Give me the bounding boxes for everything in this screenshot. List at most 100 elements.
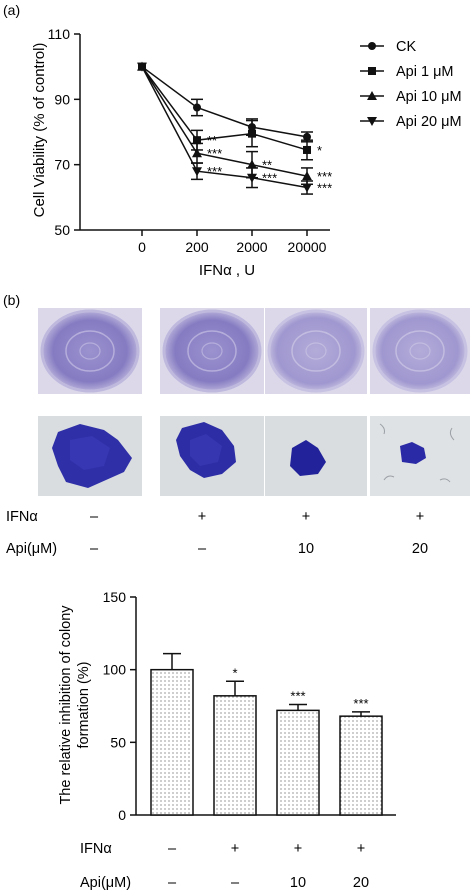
y-tick-label: 100 (103, 662, 127, 678)
y-tick-label: 110 (48, 26, 71, 42)
bar-chart-bars: **** *** (150, 652, 383, 816)
series-3 (137, 61, 313, 186)
data-point (193, 136, 201, 145)
bar (339, 715, 383, 816)
significance-mark: *** (353, 696, 368, 711)
bar (276, 709, 320, 816)
legend-marker (367, 91, 377, 100)
data-point (247, 159, 257, 169)
series-2 (138, 62, 313, 161)
data-point (302, 183, 312, 193)
line-chart-series (137, 61, 313, 195)
data-point (192, 167, 202, 177)
line-chart-y-axis-label: Cell Viability (% of control) (31, 43, 48, 218)
cell-ifn: – (90, 509, 99, 525)
dish-photo-2 (160, 308, 264, 394)
legend-marker (367, 117, 377, 126)
cell-api: – (90, 541, 99, 557)
cell-ifn: + (231, 841, 239, 857)
cell-api: – (231, 875, 240, 891)
row-label-api: Api(μM) (6, 541, 57, 557)
treatment-table-bottom: IFNα Api(μM) – – + – +10 +20 (80, 841, 369, 891)
row-label-ifn: IFNα (6, 509, 38, 525)
legend-label: Api 20 μM (396, 114, 462, 130)
y-tick-label: 50 (54, 222, 70, 238)
colony-micrograph-2 (160, 416, 264, 496)
significance-mark: *** (290, 689, 305, 704)
line-chart-axes: 50 70 90 110 0 200 2000 20000 (48, 26, 330, 255)
panel-a-label: (a) (3, 2, 20, 18)
cell-ifn: + (302, 509, 310, 525)
line-chart-annotations: ******** ************ (207, 133, 332, 195)
dish-photo-4 (370, 308, 470, 394)
series-line (141, 66, 308, 177)
y-tick-label: 90 (54, 91, 70, 107)
series-line (141, 66, 308, 189)
legend-marker (368, 67, 376, 75)
colony-micrograph-4 (370, 416, 470, 496)
significance-mark: *** (317, 169, 332, 184)
y-tick-label: 150 (103, 589, 127, 605)
legend-item: CK (360, 39, 416, 55)
x-tick-label: 2000 (236, 239, 267, 255)
data-point (302, 171, 312, 181)
data-point (192, 148, 202, 158)
legend-label: Api 10 μM (396, 89, 462, 105)
colony-micrograph-3 (265, 416, 367, 496)
dish-photo-3 (265, 308, 367, 394)
significance-mark: *** (207, 164, 222, 179)
data-point (193, 103, 201, 112)
cell-ifn: – (168, 841, 177, 857)
x-tick-label: 200 (185, 239, 209, 255)
y-tick-label: 0 (118, 807, 126, 823)
y-tick-label: 50 (110, 734, 126, 750)
row-label-ifn: IFNα (80, 841, 112, 857)
significance-mark: ** (262, 158, 272, 173)
x-tick-label: 0 (138, 239, 146, 255)
dish-photo-1 (38, 308, 142, 394)
row-label-api: Api(μM) (80, 875, 131, 891)
cell-ifn: + (416, 509, 424, 525)
significance-mark: * (232, 665, 237, 680)
significance-mark: ** (207, 133, 217, 148)
cell-ifn: + (198, 509, 206, 525)
significance-mark: *** (207, 146, 222, 161)
significance-mark: * (317, 143, 322, 158)
x-tick-label: 20000 (288, 239, 327, 255)
cell-api: 10 (290, 875, 306, 891)
colony-photos (38, 308, 470, 496)
significance-mark: *** (317, 181, 332, 196)
cell-ifn: + (294, 841, 302, 857)
legend-item: Api 20 μM (360, 114, 462, 130)
y-tick-label: 70 (54, 157, 70, 173)
panel-b-label: (b) (3, 292, 20, 308)
significance-mark: *** (262, 171, 277, 186)
series-4 (137, 62, 313, 195)
data-point (303, 145, 311, 154)
data-point (248, 129, 256, 138)
legend-label: CK (396, 39, 416, 55)
series-line (141, 66, 308, 151)
cell-api: – (168, 875, 177, 891)
legend-label: Api 1 μM (396, 64, 454, 80)
cell-api: 20 (412, 541, 428, 557)
bar-chart-y-axis-label: The relative inhibition of colony format… (58, 605, 92, 805)
data-point (303, 132, 311, 141)
data-point (247, 173, 257, 183)
bar (213, 695, 257, 816)
series-line (141, 66, 308, 138)
legend-item: Api 10 μM (360, 89, 462, 105)
legend-marker (368, 42, 376, 50)
colony-micrograph-1 (38, 416, 142, 496)
cell-api: 10 (298, 541, 314, 557)
data-point (137, 62, 147, 72)
treatment-table-top: IFNα Api(μM) – – + – +10 +20 (6, 509, 428, 557)
bar-chart-ylabel-line-1: The relative inhibition of colony (58, 605, 74, 805)
legend-item: Api 1 μM (360, 64, 454, 80)
line-chart-legend: CK Api 1 μM Api 10 μM Api 20 μM (360, 39, 462, 130)
cell-ifn: + (357, 841, 365, 857)
line-chart-x-axis-label: IFNα , U (199, 262, 255, 279)
